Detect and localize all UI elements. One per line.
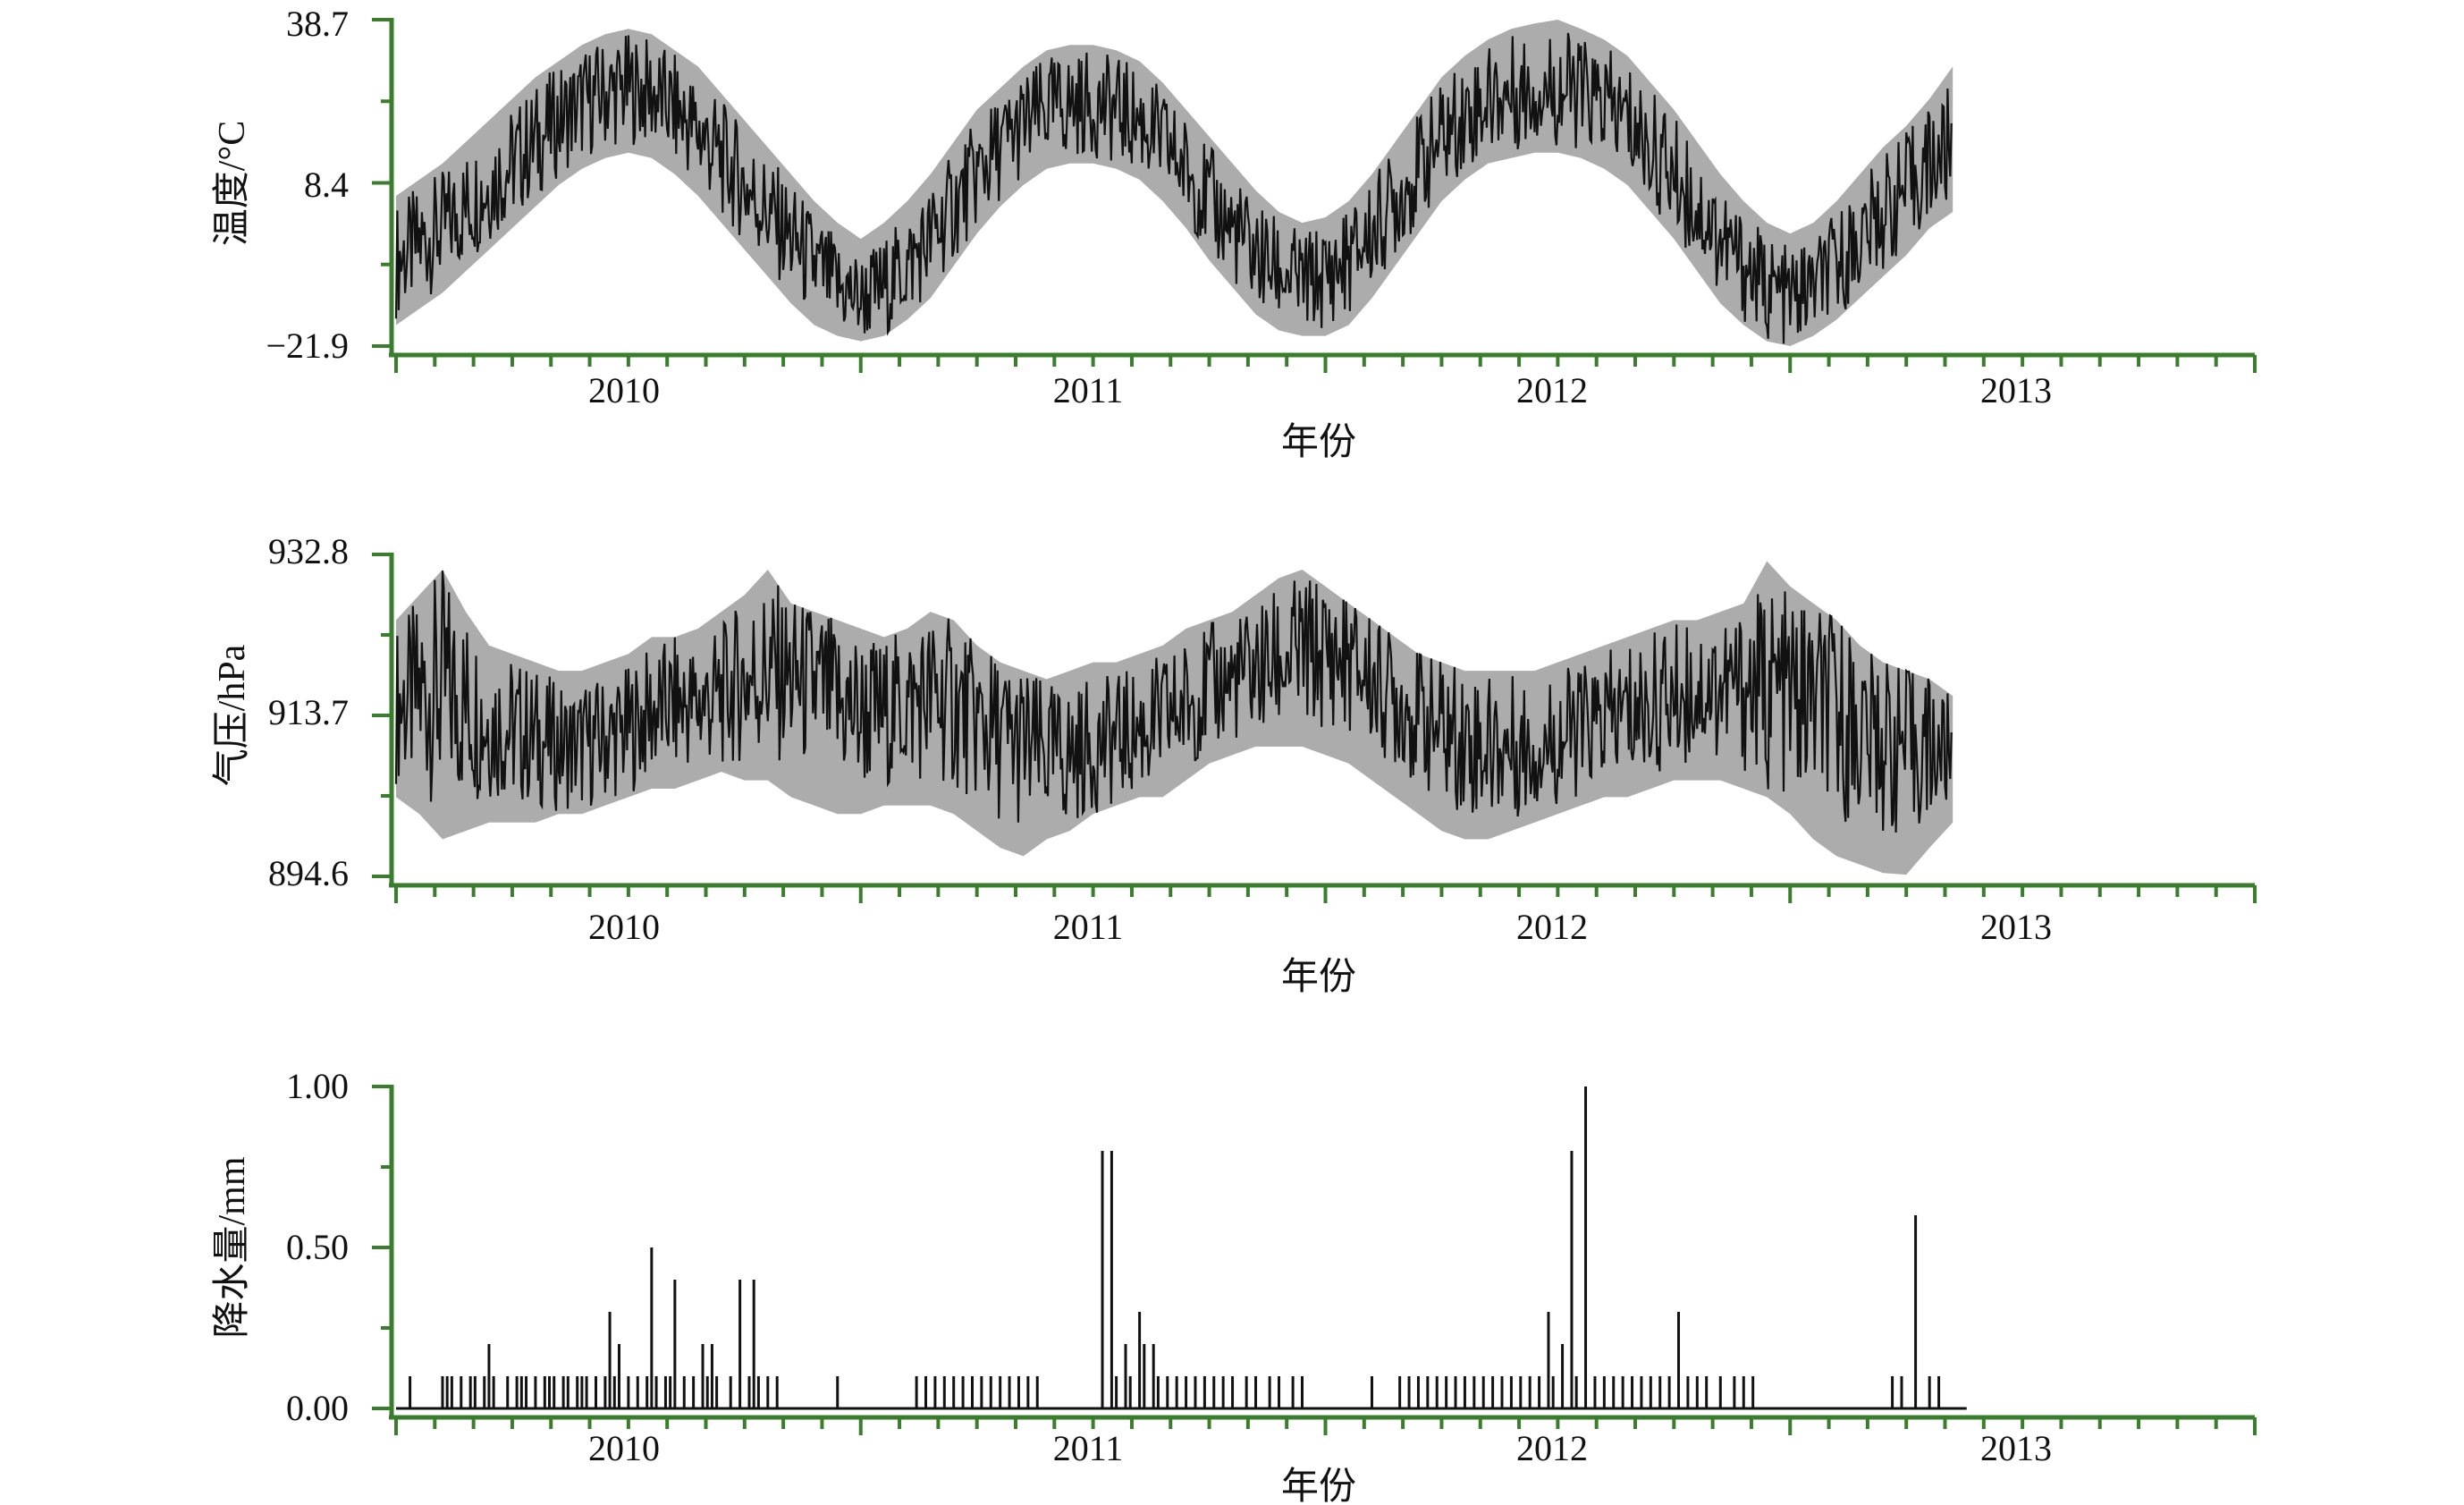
precipitation-ytick-top: 1.00	[286, 1066, 349, 1106]
pressure-xtick-2013: 2013	[1980, 907, 2052, 947]
precipitation-xtick-2013: 2013	[1980, 1428, 2052, 1468]
pressure-series-line	[394, 571, 1953, 833]
pressure-xtick-2011: 2011	[1053, 907, 1124, 947]
temperature-ytick-bottom: −21.9	[266, 326, 349, 366]
pressure-plot-area	[394, 561, 1953, 875]
pressure-axes	[372, 553, 2257, 903]
pressure-xtick-2012: 2012	[1516, 907, 1588, 947]
temperature-xtick-2011: 2011	[1053, 370, 1124, 410]
precipitation-ytick-mid: 0.50	[286, 1227, 349, 1267]
precipitation-ytick-bottom: 0.00	[286, 1388, 349, 1428]
pressure-ytick-bottom: 894.6	[268, 853, 349, 893]
temperature-axes	[372, 18, 2257, 373]
temperature-xtick-2013: 2013	[1980, 370, 2052, 410]
pressure-ylabel: 气压/hPa	[212, 644, 253, 786]
pressure-panel: 932.8 913.7 894.6 2010 2011 2012 2013 年份…	[212, 531, 2257, 998]
pressure-ytick-top: 932.8	[268, 531, 349, 571]
temperature-xtick-2010: 2010	[588, 370, 660, 410]
precipitation-xtick-2012: 2012	[1516, 1428, 1588, 1468]
precipitation-panel: 1.00 0.50 0.00 2010 2011 2012 2013 年份 降水…	[212, 1066, 2257, 1505]
temperature-xlabel: 年份	[1281, 421, 1356, 463]
pressure-xtick-2010: 2010	[588, 907, 660, 947]
precipitation-ylabel: 降水量/mm	[212, 1156, 253, 1338]
temperature-ytick-top: 38.7	[286, 4, 349, 44]
pressure-xlabel: 年份	[1281, 956, 1356, 998]
temperature-series-line	[394, 32, 1953, 344]
precipitation-xtick-2011: 2011	[1053, 1428, 1124, 1468]
precipitation-xlabel: 年份	[1281, 1466, 1356, 1505]
precipitation-xtick-2010: 2010	[588, 1428, 660, 1468]
temperature-ylabel: 温度/°C	[212, 121, 253, 246]
precipitation-axes	[372, 1085, 2257, 1435]
temperature-panel: 38.7 8.4 −21.9 2010 2011 2012 2013 年份 温度…	[212, 4, 2257, 463]
temperature-ytick-mid: 8.4	[304, 165, 349, 205]
temperature-plot-area	[394, 20, 1953, 346]
temperature-xtick-2012: 2012	[1516, 370, 1588, 410]
pressure-ytick-mid: 913.7	[268, 692, 349, 732]
precipitation-plot-area	[396, 1086, 1967, 1410]
